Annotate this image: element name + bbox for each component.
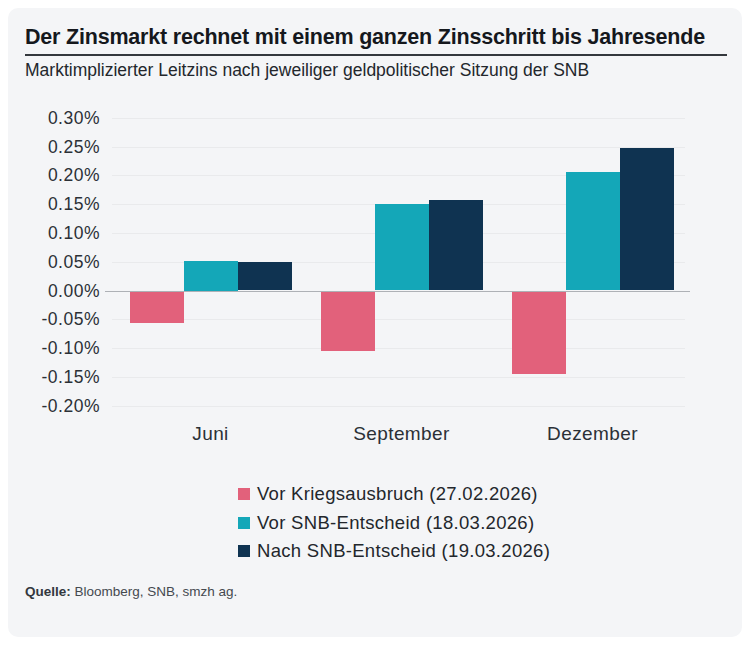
- gridline: [112, 118, 685, 119]
- chart-subtitle: Marktimplizierter Leitzins nach jeweilig…: [25, 60, 735, 81]
- bar-juni-series-0: [130, 292, 184, 324]
- y-axis-tick-label: -0.10%: [14, 338, 100, 358]
- bar-september-series-0: [321, 292, 375, 351]
- chart-legend: Vor Kriegsausbruch (27.02.2026) Vor SNB-E…: [238, 480, 550, 566]
- gridline: [112, 319, 685, 320]
- y-axis-tick-label: 0.05%: [14, 252, 100, 272]
- y-axis-tick-label: 0.10%: [14, 223, 100, 243]
- gridline: [112, 348, 685, 349]
- legend-swatch-icon: [238, 545, 250, 557]
- source-text: Bloomberg, SNB, smzh ag.: [75, 584, 238, 599]
- bar-dezember-series-0: [512, 292, 566, 374]
- y-axis-tick-label: -0.20%: [14, 396, 100, 416]
- y-axis-tick-label: 0.20%: [14, 165, 100, 185]
- bar-juni-series-1: [184, 261, 238, 291]
- legend-label: Vor SNB-Entscheid (18.03.2026): [257, 512, 534, 534]
- legend-item: Vor Kriegsausbruch (27.02.2026): [238, 480, 550, 509]
- x-axis-category-label: Dezember: [513, 423, 673, 445]
- chart-title: Der Zinsmarkt rechnet mit einem ganzen Z…: [25, 27, 735, 49]
- legend-swatch-icon: [238, 517, 250, 529]
- gridline: [112, 147, 685, 148]
- source-label: Quelle:: [25, 584, 71, 599]
- bar-juni-series-2: [238, 262, 292, 290]
- y-axis-tick-label: 0.30%: [14, 108, 100, 128]
- y-axis-tick-label: -0.05%: [14, 309, 100, 329]
- legend-label: Vor Kriegsausbruch (27.02.2026): [257, 483, 538, 505]
- legend-swatch-icon: [238, 488, 250, 500]
- x-axis-category-label: September: [322, 423, 482, 445]
- y-axis-tick-label: -0.15%: [14, 367, 100, 387]
- zero-axis-line: [105, 291, 690, 292]
- source-line: Quelle: Bloomberg, SNB, smzh ag.: [25, 584, 237, 599]
- bar-september-series-2: [429, 200, 483, 290]
- bar-dezember-series-1: [566, 172, 620, 290]
- legend-item: Nach SNB-Entscheid (19.03.2026): [238, 537, 550, 566]
- legend-item: Vor SNB-Entscheid (18.03.2026): [238, 509, 550, 538]
- gridline: [112, 406, 685, 407]
- bar-dezember-series-2: [620, 148, 674, 290]
- y-axis-tick-label: 0.00%: [14, 281, 100, 301]
- legend-label: Nach SNB-Entscheid (19.03.2026): [257, 540, 550, 562]
- x-axis-category-label: Juni: [131, 423, 291, 445]
- y-axis-tick-label: 0.25%: [14, 137, 100, 157]
- title-underline: [25, 54, 727, 56]
- gridline: [112, 377, 685, 378]
- y-axis-tick-label: 0.15%: [14, 194, 100, 214]
- bar-september-series-1: [375, 204, 429, 290]
